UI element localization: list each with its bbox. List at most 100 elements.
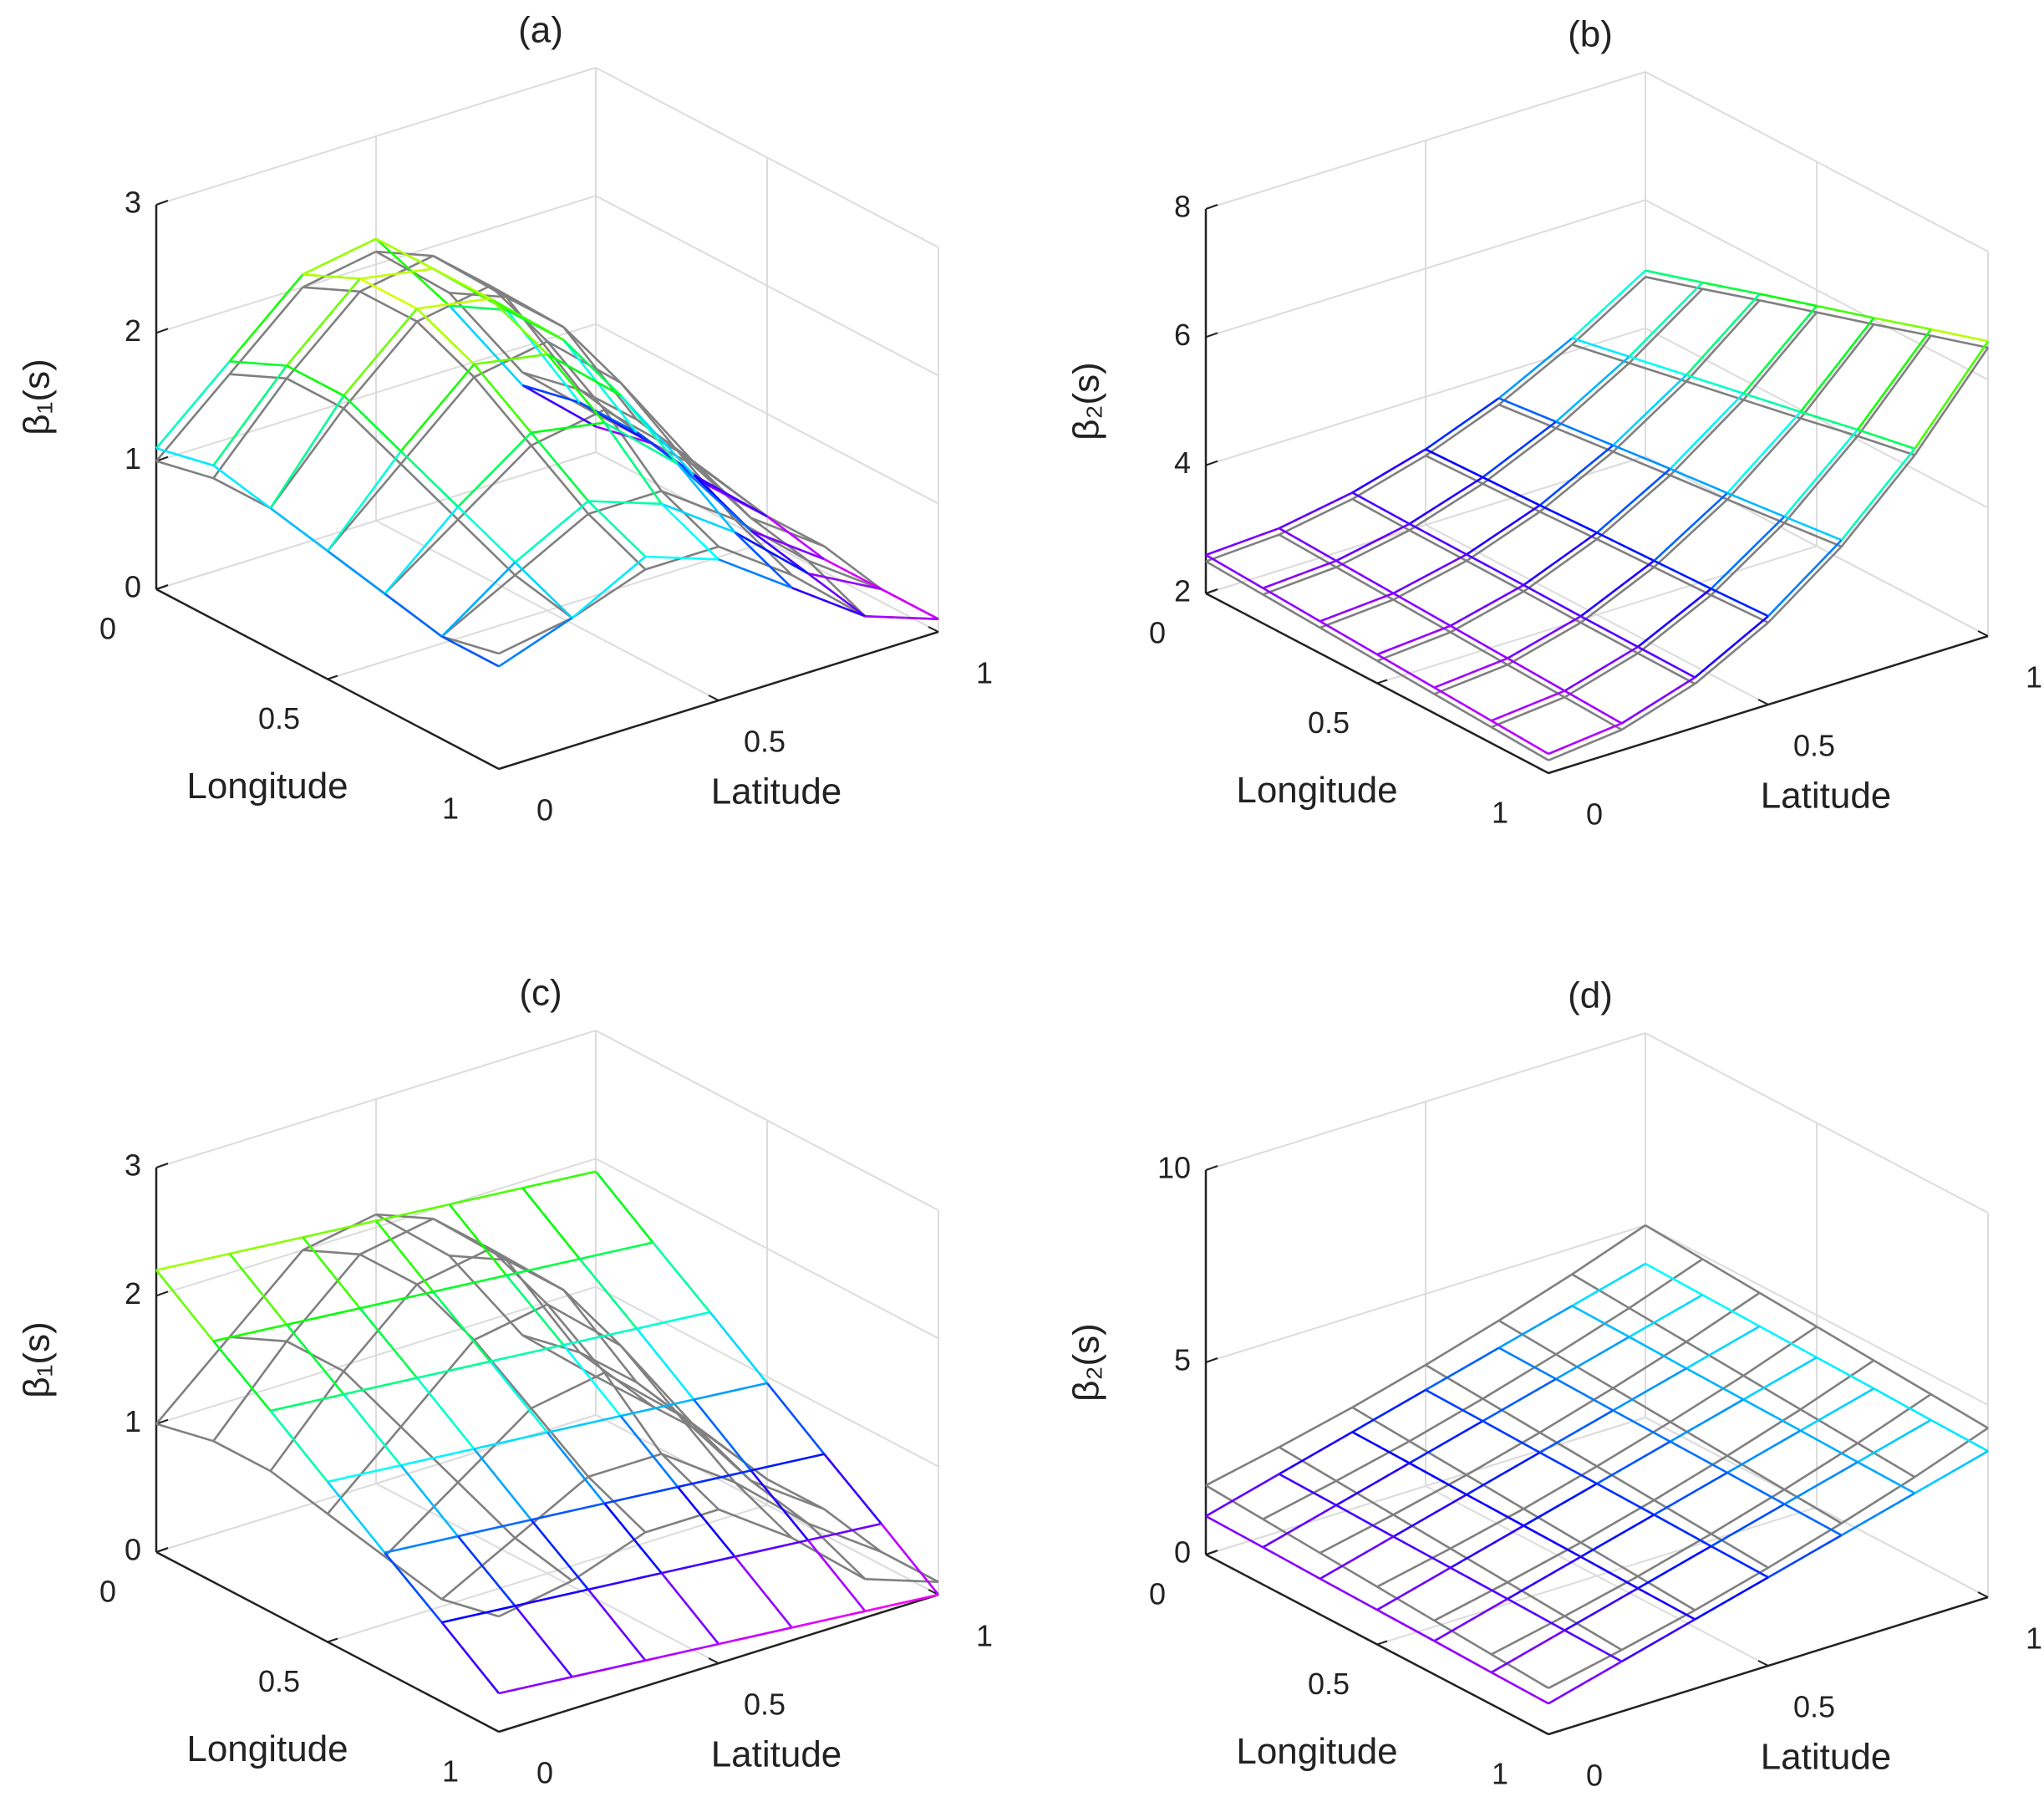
- mesh-edge: [563, 1327, 638, 1346]
- x-tick: [498, 1728, 510, 1733]
- mesh-edge: [1555, 355, 1630, 423]
- mesh-edge: [1874, 317, 1931, 331]
- mesh-edge: [791, 573, 866, 618]
- mesh-edge: [1205, 1514, 1264, 1549]
- mesh-edge: [1742, 392, 1802, 414]
- mesh-edge: [449, 1255, 507, 1261]
- mesh-edge: [1637, 1533, 1712, 1578]
- mesh-edge: [1694, 621, 1769, 685]
- mesh-edge: [587, 1475, 647, 1534]
- mesh-edge: [1466, 504, 1541, 556]
- mesh-edge: [326, 1481, 386, 1554]
- mesh-edge: [1816, 304, 1874, 319]
- mesh-edge: [1686, 374, 1744, 395]
- mesh-edge: [343, 1393, 402, 1466]
- mesh-edge: [1482, 476, 1541, 506]
- mesh-edge: [375, 1203, 450, 1222]
- mesh-edge: [1523, 537, 1598, 593]
- z-tick-label: 8: [1174, 190, 1191, 224]
- mesh-edge: [547, 1414, 621, 1434]
- mesh-edge: [587, 500, 647, 557]
- mesh-edge: [1579, 559, 1655, 618]
- mesh-edge: [1538, 444, 1614, 506]
- grid-line: [1376, 1506, 1818, 1646]
- mesh-edge: [303, 273, 360, 280]
- mesh-edge: [562, 338, 638, 434]
- mesh-edge: [343, 1370, 402, 1428]
- mesh-edge: [416, 320, 475, 379]
- mesh-edge: [303, 1219, 377, 1239]
- mesh-edge: [1498, 1319, 1557, 1356]
- z-axis-label: β₁(s): [17, 1321, 58, 1397]
- mesh-edge: [327, 1463, 401, 1484]
- mesh-edge: [1497, 1273, 1574, 1322]
- x-tick: [155, 585, 167, 590]
- mesh-edge: [1351, 491, 1411, 525]
- mesh-edge: [1596, 1421, 1671, 1468]
- mesh-edge: [302, 1213, 377, 1251]
- mesh-edge: [587, 1453, 663, 1479]
- mesh-edge: [1491, 1671, 1549, 1705]
- mesh-edge: [448, 1204, 508, 1276]
- mesh-edge: [644, 1508, 719, 1534]
- mesh-edge: [1466, 1431, 1541, 1476]
- mesh-edge: [661, 490, 735, 521]
- z-tick-label: 0: [1174, 1535, 1191, 1570]
- mesh-edge: [1351, 448, 1426, 494]
- mesh-edge: [1694, 1566, 1769, 1611]
- mesh-edge: [1466, 511, 1541, 562]
- mesh-edge: [1612, 1387, 1671, 1423]
- mesh-edge: [530, 1519, 589, 1591]
- x-tick: [1205, 1550, 1217, 1555]
- mesh-edge: [1523, 1524, 1582, 1558]
- mesh-edge: [1637, 1545, 1712, 1590]
- panel-title: (d): [1568, 975, 1613, 1016]
- y-axis-label: Latitude: [1761, 1737, 1892, 1778]
- mesh-edge: [498, 617, 573, 655]
- mesh-edge: [1816, 1326, 1875, 1362]
- mesh-edge: [440, 574, 516, 638]
- mesh-edge: [734, 531, 793, 589]
- mesh-edge: [1262, 559, 1337, 589]
- panel-title: (b): [1568, 14, 1613, 55]
- mesh-edge: [1497, 337, 1574, 400]
- mesh-edge: [1767, 545, 1843, 624]
- mesh-edge: [1548, 728, 1623, 761]
- mesh-edge: [645, 1642, 719, 1662]
- mesh-edge: [619, 394, 679, 465]
- y-tick: [1538, 767, 1549, 774]
- z-tick-label: 6: [1174, 318, 1191, 352]
- mesh-edge: [1507, 1581, 1565, 1617]
- mesh-edge: [750, 1479, 809, 1524]
- mesh-edge: [693, 1398, 752, 1472]
- mesh-edge: [1319, 1514, 1394, 1555]
- mesh-edge: [791, 1536, 866, 1580]
- mesh-edge: [490, 298, 564, 341]
- mesh-edge: [1564, 1629, 1623, 1663]
- mesh-edge: [521, 384, 597, 428]
- mesh-edge: [1392, 1535, 1452, 1569]
- mesh-edge: [1726, 1429, 1802, 1474]
- mesh-edge: [1612, 1341, 1687, 1389]
- mesh-edge: [375, 1213, 434, 1220]
- mesh-edge: [1491, 696, 1565, 729]
- mesh-edge: [1425, 1363, 1484, 1400]
- x-tick-label: 1: [1492, 1757, 1508, 1791]
- mesh-edge: [1507, 657, 1565, 692]
- mesh-edge: [1466, 1451, 1541, 1496]
- mesh-edge: [1335, 559, 1394, 594]
- mesh-edge: [359, 290, 418, 323]
- mesh-edge: [1319, 598, 1394, 629]
- mesh-edge: [440, 1621, 501, 1694]
- mesh-edge: [1710, 522, 1786, 597]
- mesh-edge: [1686, 380, 1744, 401]
- mesh-edge: [440, 1537, 516, 1601]
- mesh-edge: [579, 389, 638, 421]
- panel-title: (a): [518, 10, 563, 51]
- mesh-edge: [302, 237, 377, 276]
- y-axis-label: Latitude: [1761, 776, 1892, 817]
- mesh-edge: [1621, 1609, 1696, 1652]
- mesh-edge: [1686, 1367, 1744, 1401]
- mesh-edge: [1491, 1629, 1565, 1674]
- mesh-edge: [1800, 1387, 1874, 1432]
